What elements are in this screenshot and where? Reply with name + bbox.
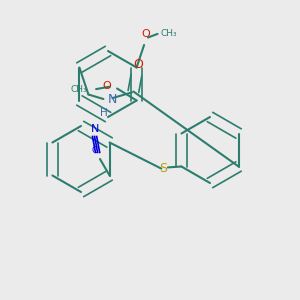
Text: C: C [92,146,98,155]
Text: O: O [133,58,143,70]
Text: O: O [102,81,111,91]
Text: N: N [90,124,99,134]
Text: N: N [108,93,117,106]
Text: H: H [100,108,108,118]
Text: O: O [141,29,150,39]
Text: S: S [159,162,167,175]
Text: CH₃: CH₃ [160,28,177,38]
Text: CH₃: CH₃ [70,85,87,94]
